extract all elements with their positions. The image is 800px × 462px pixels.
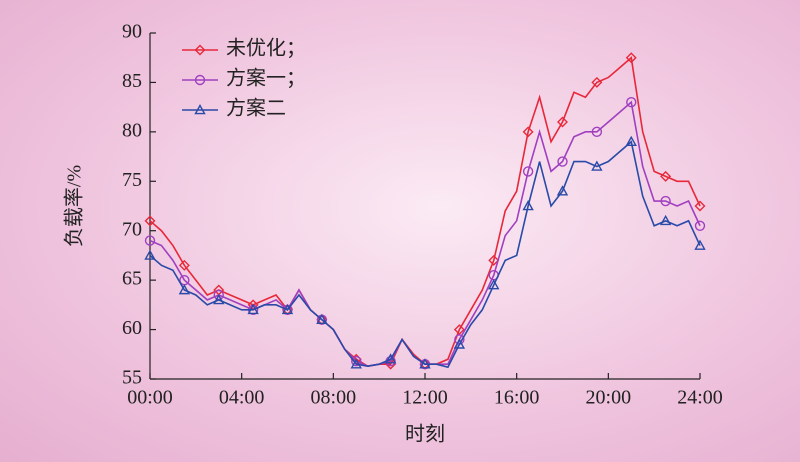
marker <box>316 313 328 324</box>
marker <box>626 96 637 108</box>
legend-label: 方案二 <box>226 97 286 120</box>
y-tick-label: 85 <box>122 70 142 92</box>
marker <box>488 254 500 266</box>
line <box>149 100 701 367</box>
marker <box>453 324 465 336</box>
marker <box>591 160 603 171</box>
marker <box>178 284 191 295</box>
marker <box>247 303 259 315</box>
marker <box>144 215 156 227</box>
y-tick-label: 75 <box>122 169 142 191</box>
x-tick-label: 12:00 <box>402 387 448 409</box>
y-tick-label: 55 <box>122 367 142 389</box>
marker <box>213 293 225 305</box>
marker <box>694 220 706 231</box>
marker <box>659 214 672 226</box>
marker <box>522 200 534 211</box>
x-tick-label: 20:00 <box>586 387 632 409</box>
marker <box>660 195 671 207</box>
marker <box>557 156 568 167</box>
marker <box>625 135 637 147</box>
line <box>149 140 701 369</box>
legend-label: 方案一； <box>226 67 306 90</box>
marker <box>591 126 603 138</box>
marker <box>488 279 500 290</box>
legend-marker <box>194 104 206 115</box>
y-axis-label: 负载率/% <box>63 165 86 247</box>
legend-label: 未优化； <box>226 37 306 60</box>
y-tick-label: 65 <box>122 268 142 290</box>
y-tick-label: 80 <box>122 119 142 141</box>
marker <box>419 358 431 369</box>
marker <box>351 356 362 367</box>
marker <box>178 259 190 271</box>
marker <box>522 126 534 138</box>
x-tick-label: 08:00 <box>311 387 357 409</box>
x-axis-label: 时刻 <box>405 423 445 446</box>
marker <box>453 338 466 349</box>
marker <box>591 76 603 88</box>
marker <box>694 239 706 250</box>
marker <box>557 116 568 128</box>
x-tick-label: 00:00 <box>127 387 173 409</box>
y-tick-label: 60 <box>122 317 142 339</box>
x-tick-label: 24:00 <box>677 387 723 409</box>
marker <box>660 170 672 182</box>
marker <box>384 353 397 364</box>
legend-marker <box>194 74 206 86</box>
marker <box>522 166 534 177</box>
marker <box>625 52 637 64</box>
marker <box>144 249 156 260</box>
marker <box>694 200 706 212</box>
x-tick-label: 16:00 <box>494 387 540 409</box>
marker <box>281 303 294 315</box>
x-tick-label: 04:00 <box>219 387 265 409</box>
marker <box>144 235 156 246</box>
legend-marker <box>194 44 206 56</box>
marker <box>350 358 362 369</box>
marker <box>556 185 569 196</box>
y-tick-label: 90 <box>122 21 142 43</box>
y-tick-label: 70 <box>122 218 142 240</box>
